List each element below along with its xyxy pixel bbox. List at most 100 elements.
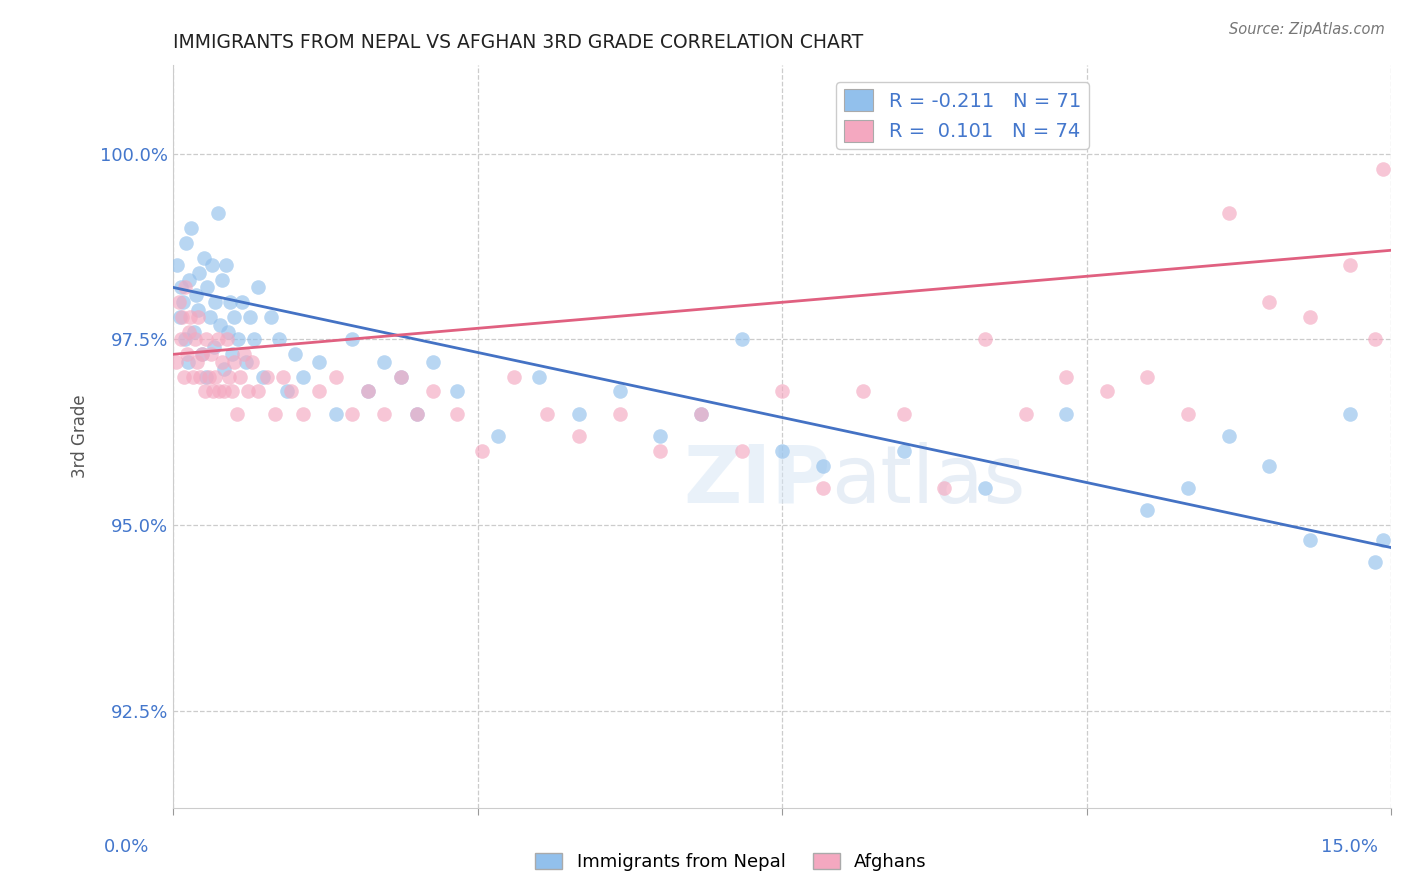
Point (471, 444, 494, 458)
Point (690, 407, 713, 421)
Point (1299, 533, 1322, 547)
Point (177, 325, 200, 339)
Point (207, 333, 229, 347)
Point (730, 444, 752, 458)
Point (280, 384, 302, 399)
Point (1218, 429, 1240, 443)
Point (1339, 407, 1361, 421)
Point (1095, 384, 1118, 399)
Point (215, 258, 238, 272)
Point (568, 407, 591, 421)
Point (190, 347, 212, 361)
Point (770, 444, 793, 458)
Point (340, 407, 363, 421)
Point (730, 333, 752, 347)
Point (174, 280, 197, 294)
Point (271, 369, 294, 384)
Text: ZIP: ZIP (683, 442, 831, 520)
Point (218, 369, 240, 384)
Point (893, 444, 915, 458)
Point (1258, 458, 1281, 473)
Point (373, 355, 395, 369)
Text: 0.0%: 0.0% (104, 838, 149, 856)
Point (195, 280, 218, 294)
Point (225, 407, 247, 421)
Point (357, 384, 380, 399)
Point (1364, 333, 1386, 347)
Point (184, 288, 207, 302)
Point (170, 280, 193, 294)
Point (211, 273, 233, 287)
Point (974, 333, 997, 347)
Point (893, 407, 915, 421)
Point (226, 333, 249, 347)
Point (173, 369, 195, 384)
Point (292, 369, 315, 384)
Point (198, 310, 221, 325)
Point (224, 355, 246, 369)
Point (176, 347, 198, 361)
Point (179, 273, 201, 287)
Point (267, 333, 290, 347)
Point (193, 251, 215, 265)
Point (166, 258, 188, 272)
Point (232, 347, 254, 361)
Point (325, 407, 347, 421)
Point (1054, 369, 1077, 384)
Text: Source: ZipAtlas.com: Source: ZipAtlas.com (1229, 22, 1385, 37)
Point (180, 221, 202, 235)
Point (194, 369, 217, 384)
Point (181, 369, 204, 384)
Point (195, 333, 218, 347)
Point (446, 384, 468, 399)
Point (405, 407, 427, 421)
Point (208, 384, 231, 399)
Point (217, 325, 239, 339)
Point (1372, 161, 1395, 176)
Point (194, 384, 217, 399)
Point (240, 355, 263, 369)
Point (503, 369, 526, 384)
Point (1299, 310, 1322, 325)
Point (174, 235, 197, 250)
Point (204, 295, 226, 310)
Y-axis label: 3rd Grade: 3rd Grade (72, 394, 89, 478)
Point (770, 384, 793, 399)
Point (650, 444, 672, 458)
Point (167, 295, 190, 310)
Point (215, 333, 238, 347)
Point (221, 384, 243, 399)
Point (568, 429, 591, 443)
Point (1372, 533, 1395, 547)
Point (219, 295, 242, 310)
Point (259, 310, 281, 325)
Point (201, 258, 224, 272)
Point (179, 310, 201, 325)
Point (1136, 503, 1159, 517)
Text: IMMIGRANTS FROM NEPAL VS AFGHAN 3RD GRADE CORRELATION CHART: IMMIGRANTS FROM NEPAL VS AFGHAN 3RD GRAD… (173, 33, 863, 52)
Point (202, 340, 225, 354)
Point (252, 369, 274, 384)
Point (224, 310, 246, 325)
Point (934, 481, 956, 495)
Point (235, 355, 257, 369)
Point (446, 407, 468, 421)
Point (486, 429, 509, 443)
Point (389, 369, 412, 384)
Point (325, 369, 347, 384)
Point (1177, 481, 1199, 495)
Point (177, 355, 200, 369)
Point (1258, 295, 1281, 310)
Point (247, 384, 270, 399)
Point (340, 333, 363, 347)
Point (308, 355, 330, 369)
Point (212, 362, 235, 376)
Point (811, 481, 834, 495)
Point (184, 333, 207, 347)
Point (527, 369, 550, 384)
Point (200, 347, 222, 361)
Point (284, 347, 307, 361)
Point (263, 407, 285, 421)
Point (236, 384, 259, 399)
Point (256, 369, 278, 384)
